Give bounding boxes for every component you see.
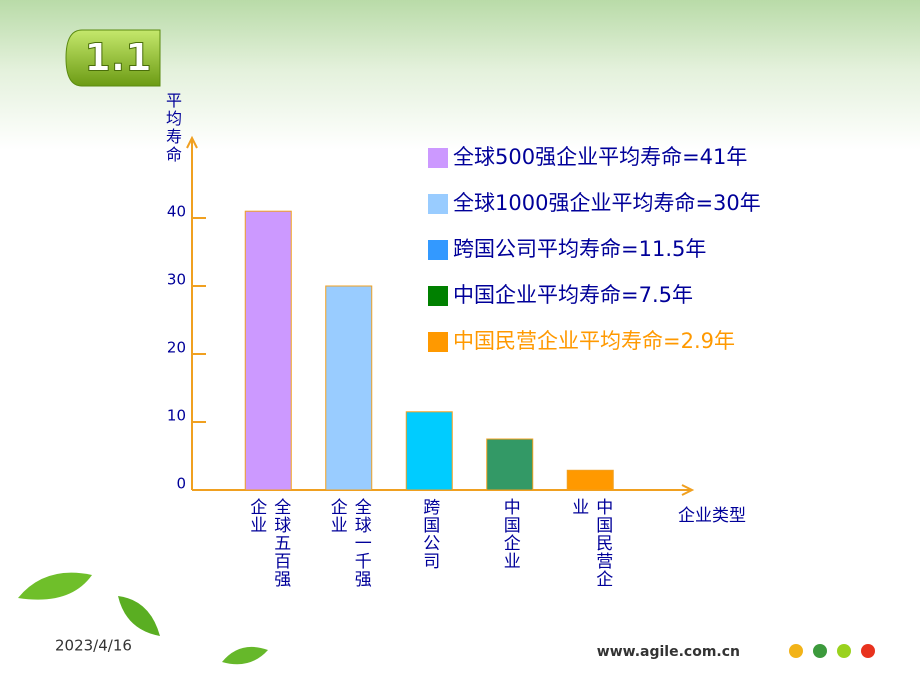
- x-arrow: [681, 484, 695, 496]
- bar: [405, 411, 453, 491]
- legend-label: 全球1000强企业平均寿命=30年: [453, 191, 761, 215]
- legend-label: 中国企业平均寿命=7.5年: [453, 283, 693, 307]
- leaves: [18, 572, 268, 665]
- y-tick-label: 40: [167, 203, 186, 221]
- legend-label: 跨国公司平均寿命=11.5年: [453, 237, 706, 261]
- y-tick-label: 30: [167, 271, 186, 289]
- x-tick-label: 全球一千强企业: [326, 498, 371, 588]
- y-tick-label: 20: [167, 339, 186, 357]
- y-tick-label: 10: [167, 407, 186, 425]
- legend-label: 全球500强企业平均寿命=41年: [453, 145, 747, 169]
- legend-swatch: [428, 286, 448, 306]
- x-axis-label: 企业类型: [678, 506, 746, 526]
- legend-swatch: [428, 194, 448, 214]
- bar: [325, 285, 373, 491]
- legend-label: 中国民营企业平均寿命=2.9年: [453, 329, 735, 353]
- bar: [486, 438, 534, 491]
- x-tick-label: 中国企业: [499, 498, 520, 570]
- badge-text: 1.1: [84, 36, 151, 80]
- bar: [566, 469, 614, 491]
- url: www.agile.com.cn: [597, 644, 740, 660]
- x-tick-label: 全球五百强企业: [246, 498, 291, 588]
- y-tick-label: 0: [176, 475, 186, 493]
- legend-swatch: [428, 332, 448, 352]
- legend-swatch: [428, 148, 448, 168]
- legend-swatch: [428, 240, 448, 260]
- date: 2023/4/16: [55, 637, 132, 655]
- y-arrow: [186, 135, 198, 149]
- x-tick-label: 中国民营企业: [568, 498, 613, 588]
- bar: [244, 210, 292, 491]
- dots: [789, 644, 875, 658]
- y-axis-label: 平均寿命: [163, 92, 182, 164]
- badge-bg: [65, 29, 161, 87]
- x-tick-label: 跨国公司: [419, 498, 440, 570]
